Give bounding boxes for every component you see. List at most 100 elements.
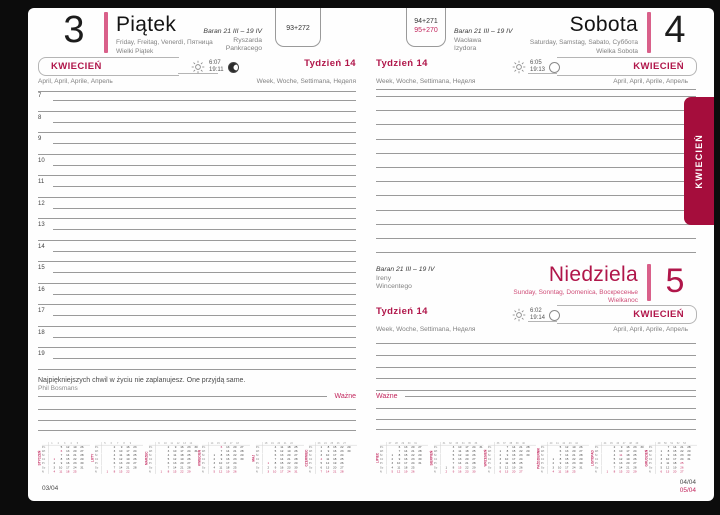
- left-page-footer: 03/04: [42, 485, 59, 492]
- day-cell: 28: [687, 445, 691, 449]
- day-cell: 4: [499, 462, 501, 466]
- week-number: 25: [330, 442, 334, 445]
- day-cell: 7: [220, 450, 223, 453]
- day-cell: 3: [552, 466, 555, 470]
- weekday-label: Wt: [595, 449, 602, 454]
- mini-calendar-październik: PAŹDZIERNIK 40 41 42 43 44 Pn 5 12 19 26 Wt 6 13 20 27 Ś…: [537, 442, 590, 483]
- planner-spread: 3 Piątek Friday, Freitag, Venerdì, Пятни…: [28, 8, 714, 501]
- day-cell: 15: [619, 470, 623, 474]
- week-number: 30: [407, 442, 411, 445]
- day-cell: 31: [293, 470, 298, 474]
- day-cell: 10: [665, 458, 670, 462]
- day-cell: 20: [333, 466, 337, 470]
- day-cell: 6: [320, 466, 323, 470]
- day-cell: 19: [286, 450, 291, 453]
- ruled-line: [376, 418, 696, 420]
- day-cell: 7: [114, 466, 116, 470]
- day-cell: 7: [60, 454, 63, 458]
- day-cell: 29: [472, 466, 476, 470]
- saturday-name-day-1: Wacława: [454, 37, 482, 44]
- day-cell: 4: [167, 454, 170, 458]
- day-cell: 17: [626, 450, 630, 453]
- day-cell: 28: [240, 450, 244, 453]
- day-cell: 28: [293, 458, 298, 462]
- day-cell: 23: [340, 450, 344, 453]
- day-cell: 1: [53, 458, 56, 462]
- weekday-label: Śr: [309, 453, 316, 458]
- day-cell: 25: [233, 466, 237, 470]
- day-cell: 5: [167, 458, 170, 462]
- day-cell: 28: [187, 466, 191, 470]
- ruled-line: [53, 250, 356, 252]
- day-cell: 28: [525, 445, 530, 449]
- weekday-label: Śr: [488, 453, 495, 458]
- moon-phase-icon: [549, 61, 561, 73]
- day-cell: 21: [626, 466, 630, 470]
- day-cell: 1: [391, 454, 394, 458]
- ruled-line: [53, 186, 356, 187]
- day-cell: 14: [325, 470, 330, 474]
- ruled-line: [376, 195, 696, 197]
- day-cell: 3: [613, 450, 616, 453]
- day-cell: 20: [233, 445, 237, 449]
- week-number: 14: [189, 442, 192, 445]
- day-cell: 27: [240, 445, 244, 449]
- day-cell: 15: [172, 470, 177, 474]
- day-cell: 30: [194, 445, 198, 449]
- day-cell: 7: [398, 450, 401, 453]
- weekday-label: Cz: [149, 457, 156, 462]
- day-cell: 4: [114, 454, 116, 458]
- week-number: 3: [64, 442, 66, 445]
- sunday-day-name: Niedziela: [548, 263, 638, 286]
- ruled-line: [38, 196, 356, 198]
- saturday-day-counter: 94+271: [414, 18, 438, 25]
- day-cell: 11: [504, 462, 508, 466]
- ruled-line: [53, 293, 356, 295]
- weekday-label: N: [309, 469, 316, 474]
- ruled-line: [53, 272, 356, 273]
- day-cell: 7: [452, 462, 455, 466]
- day-cell: 29: [525, 450, 530, 453]
- week-number: 35: [467, 442, 471, 445]
- day-cell: 3: [452, 445, 455, 449]
- day-cell: 25: [411, 466, 415, 470]
- week-number: 5: [104, 442, 107, 445]
- day-cell: 22: [411, 454, 415, 458]
- day-cell: 2: [267, 466, 269, 470]
- weekday-label: Pn: [488, 445, 495, 450]
- day-cell: 16: [126, 445, 130, 449]
- day-cell: 25: [633, 454, 637, 458]
- ruled-line: [376, 110, 696, 112]
- day-cell: 30: [579, 462, 583, 466]
- weekday-label: Wt: [202, 449, 209, 454]
- day-cell: 1: [606, 470, 609, 474]
- day-cell: 31: [418, 462, 422, 466]
- day-cell: 5: [499, 466, 501, 470]
- week-number: 27: [388, 442, 392, 445]
- day-cell: 12: [504, 466, 508, 470]
- day-cell: 5: [660, 466, 663, 470]
- ruled-line: [376, 124, 696, 126]
- day-cell: 31: [80, 466, 84, 470]
- day-cell: 4: [274, 445, 276, 449]
- ruled-line: [53, 121, 356, 123]
- week-number: 17: [229, 442, 233, 445]
- day-cell: 24: [680, 458, 684, 462]
- weekday-label: N: [595, 469, 602, 474]
- left-important-row: Ważne: [38, 393, 356, 400]
- day-cell: 4: [320, 458, 323, 462]
- day-cell: 11: [59, 470, 63, 474]
- day-cell: 10: [396, 462, 401, 466]
- week-number: 36: [474, 442, 477, 445]
- saturday-sun-moon: 6:05 19:13: [512, 60, 561, 74]
- day-cell: 22: [126, 470, 130, 474]
- day-cell: 5: [274, 450, 276, 453]
- left-month-box: KWIECIEŃ: [38, 57, 179, 76]
- sunday-month-box: KWIECIEŃ: [557, 305, 697, 324]
- week-number: 28: [394, 442, 398, 445]
- saturday-lines: [376, 89, 696, 259]
- day-cell: 23: [187, 445, 191, 449]
- day-cell: 28: [579, 454, 583, 458]
- ruled-line: [53, 315, 356, 316]
- weekday-label: N: [202, 469, 209, 474]
